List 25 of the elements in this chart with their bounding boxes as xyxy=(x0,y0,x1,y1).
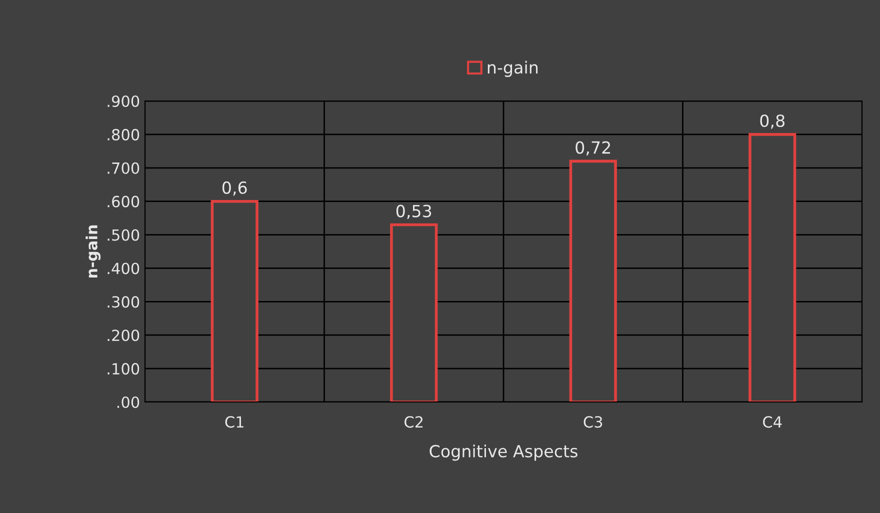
y-tick-label: .700 xyxy=(108,162,140,174)
y-tick-label: .100 xyxy=(108,363,140,375)
x-tick-label: C1 xyxy=(225,416,244,428)
bar xyxy=(210,200,258,402)
y-tick-label: .800 xyxy=(108,128,140,140)
y-tick-label: .300 xyxy=(108,296,140,308)
legend-label: n-gain xyxy=(488,60,538,77)
y-tick-label: .200 xyxy=(108,330,140,342)
x-axis-title: Cognitive Aspects xyxy=(430,444,578,461)
y-axis-title: n-gain xyxy=(86,225,101,278)
bar xyxy=(390,223,438,402)
y-tick-label: .600 xyxy=(108,196,140,208)
y-tick-label: .00 xyxy=(117,396,140,408)
x-tick-label: C3 xyxy=(584,416,602,428)
data-label: 0,8 xyxy=(760,114,784,129)
y-tick-label: .400 xyxy=(108,262,140,274)
bar xyxy=(748,133,796,402)
data-label: 0,53 xyxy=(396,204,432,220)
bar xyxy=(569,160,617,402)
data-label: 0,6 xyxy=(222,181,247,196)
y-tick-label: .500 xyxy=(108,229,140,241)
y-tick-label: .900 xyxy=(108,95,140,108)
data-label: 0,72 xyxy=(576,141,610,156)
x-tick-label: C4 xyxy=(763,416,782,428)
x-tick-label: C2 xyxy=(404,416,423,428)
